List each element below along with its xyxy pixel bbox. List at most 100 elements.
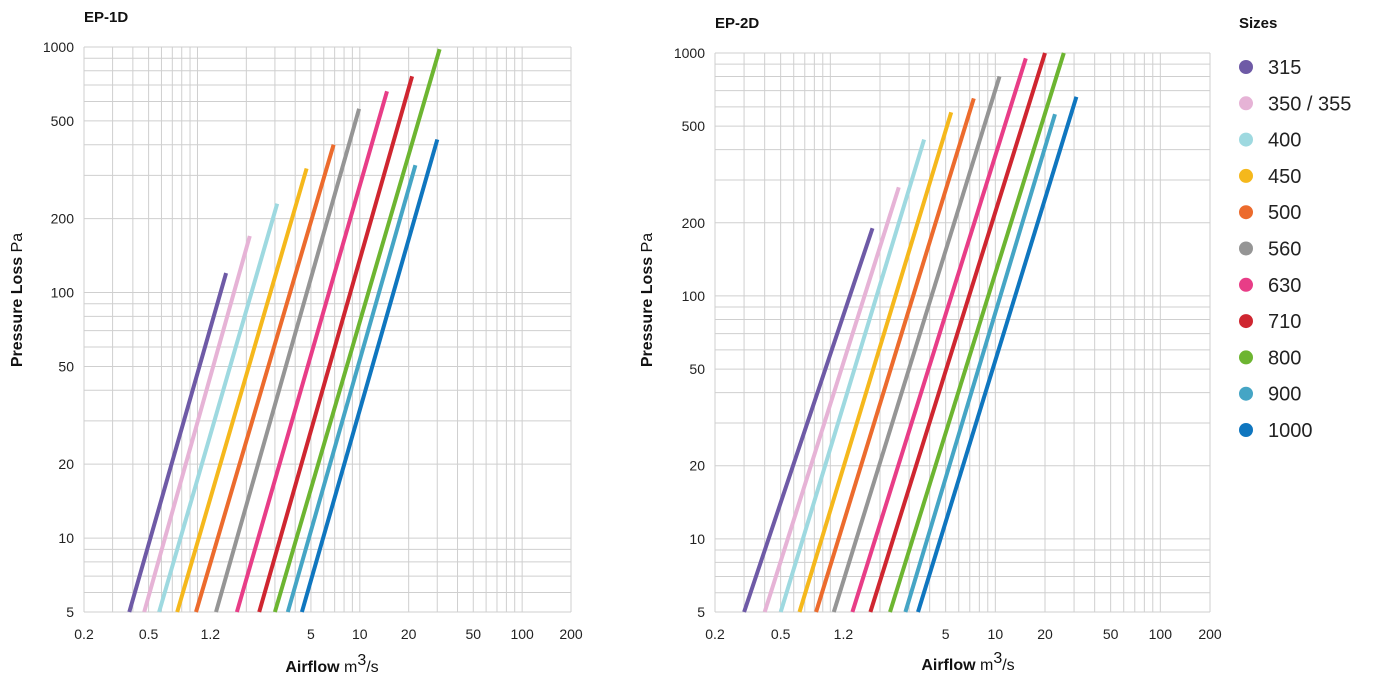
series-line-400 <box>157 203 280 613</box>
y-tick-label: 20 <box>58 456 74 472</box>
chart-title: EP-1D <box>84 9 128 26</box>
series-line-710 <box>257 75 415 613</box>
series-line-500 <box>814 97 976 613</box>
legend-label: 400 <box>1268 130 1301 152</box>
legend: Sizes 315 350 / 355 400 450 500 560 630 710 800 90… <box>1239 15 1351 442</box>
legend-label: 710 <box>1268 311 1301 333</box>
grid <box>83 46 572 613</box>
series-line-350-355 <box>142 235 252 613</box>
legend-swatch <box>1239 386 1253 401</box>
series-line-800 <box>888 52 1066 613</box>
legend-label: 630 <box>1268 275 1301 297</box>
series-line-315 <box>742 227 875 613</box>
x-tick-label: 5 <box>307 626 315 642</box>
series-line-630 <box>850 57 1028 613</box>
x-tick-label: 50 <box>1103 626 1119 642</box>
y-tick-label: 5 <box>697 604 705 620</box>
x-tick-label: 200 <box>1198 626 1222 642</box>
series-line-560 <box>214 108 362 613</box>
x-tick-label: 100 <box>510 626 534 642</box>
y-tick-label: 200 <box>51 211 75 227</box>
x-tick-label: 20 <box>401 626 417 642</box>
y-tick-label: 50 <box>689 361 705 377</box>
series-line-630 <box>234 90 389 613</box>
legend-swatch <box>1239 314 1253 329</box>
series-line-350-355 <box>762 186 901 613</box>
series-line-1000 <box>916 96 1079 613</box>
x-tick-label: 10 <box>352 626 368 642</box>
legend-label: 1000 <box>1268 420 1313 442</box>
series-line-560 <box>831 75 1002 613</box>
y-tick-label: 500 <box>51 113 75 129</box>
legend-swatch <box>1239 132 1253 147</box>
grid <box>714 52 1211 613</box>
y-axis-label: Pressure Loss Pa <box>639 233 656 367</box>
x-tick-label: 50 <box>465 626 481 642</box>
series-line-400 <box>778 139 927 613</box>
x-tick-label: 1.2 <box>201 626 221 642</box>
x-tick-label: 0.5 <box>771 626 791 642</box>
legend-item: 350 / 355 <box>1239 93 1351 115</box>
series-line-500 <box>194 144 336 613</box>
chart-panel-ep-2d: EP-2D 5 10 20 50 100 200 500 1000 0.2 0.5 1.2 5 10 20 5… <box>639 15 1222 674</box>
legend-item: 315 <box>1239 57 1301 79</box>
legend-item: 710 <box>1239 311 1301 333</box>
y-tick-label: 20 <box>689 458 705 474</box>
y-tick-label: 1000 <box>674 45 705 61</box>
x-tick-label: 5 <box>942 626 950 642</box>
series-line-450 <box>175 167 309 613</box>
series-lines <box>742 52 1079 613</box>
series-line-800 <box>272 48 442 613</box>
legend-swatch <box>1239 96 1253 111</box>
legend-label: 900 <box>1268 384 1301 406</box>
legend-swatch <box>1239 350 1253 365</box>
legend-swatch <box>1239 241 1253 256</box>
y-tick-label: 10 <box>58 530 74 546</box>
legend-swatch <box>1239 168 1253 183</box>
x-tick-label: 0.2 <box>705 626 725 642</box>
series-line-710 <box>868 52 1047 613</box>
y-tick-label: 200 <box>682 215 706 231</box>
x-tick-label: 200 <box>559 626 583 642</box>
legend-swatch <box>1239 423 1253 437</box>
legend-label: 500 <box>1268 202 1301 224</box>
legend-title: Sizes <box>1239 15 1277 32</box>
legend-label: 800 <box>1268 347 1301 369</box>
legend-item: 560 <box>1239 239 1301 261</box>
legend-item: 450 <box>1239 166 1301 188</box>
legend-item: 630 <box>1239 275 1301 297</box>
legend-swatch <box>1239 205 1253 220</box>
y-tick-label: 50 <box>58 358 74 374</box>
series-line-450 <box>797 111 954 613</box>
series-line-900 <box>903 113 1057 613</box>
legend-item: 900 <box>1239 384 1301 406</box>
legend-item: 500 <box>1239 202 1301 224</box>
legend-item: 800 <box>1239 347 1301 369</box>
x-tick-label: 10 <box>988 626 1004 642</box>
x-tick-label: 0.5 <box>139 626 159 642</box>
x-tick-label: 20 <box>1037 626 1053 642</box>
series-lines <box>127 48 442 613</box>
chart-title: EP-2D <box>715 15 759 32</box>
y-tick-label: 100 <box>682 288 706 304</box>
series-line-1000 <box>299 138 440 613</box>
y-tick-label: 1000 <box>43 39 74 55</box>
legend-swatch <box>1239 277 1253 292</box>
series-line-900 <box>285 164 418 613</box>
y-axis-label: Pressure Loss Pa <box>9 233 26 367</box>
x-tick-label: 100 <box>1149 626 1173 642</box>
x-axis-label: Airflow m3/s <box>285 652 378 676</box>
y-tick-label: 5 <box>66 604 74 620</box>
legend-label: 560 <box>1268 239 1301 261</box>
x-tick-label: 0.2 <box>74 626 94 642</box>
series-line-315 <box>127 272 229 613</box>
y-tick-label: 500 <box>682 118 706 134</box>
y-tick-label: 100 <box>51 285 75 301</box>
legend-label: 350 / 355 <box>1268 93 1351 115</box>
legend-label: 450 <box>1268 166 1301 188</box>
legend-swatch <box>1239 60 1253 74</box>
y-tick-label: 10 <box>689 531 705 547</box>
legend-label: 315 <box>1268 57 1301 79</box>
x-axis-label: Airflow m3/s <box>921 650 1014 674</box>
